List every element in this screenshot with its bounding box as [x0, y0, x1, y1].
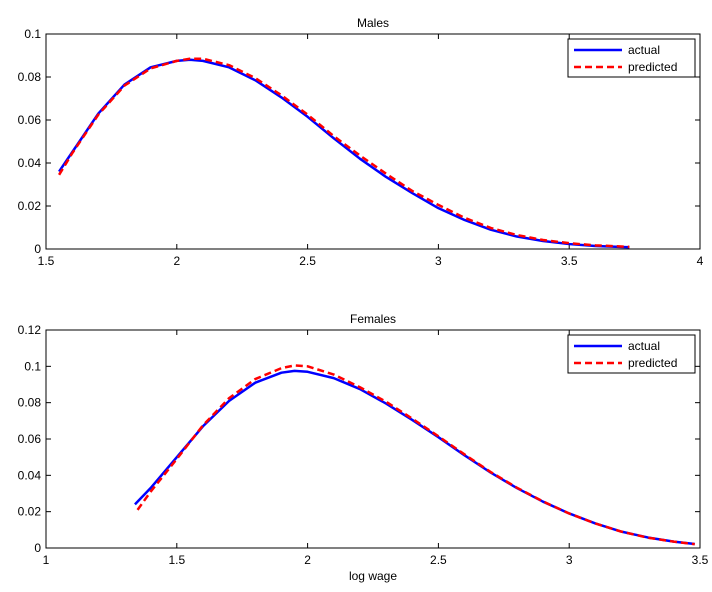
y-tick-label: 0.02	[18, 199, 42, 213]
x-tick-label: 2.5	[299, 254, 316, 268]
y-tick-label: 0.04	[18, 468, 42, 482]
y-tick-label: 0.06	[18, 432, 42, 446]
y-tick-label: 0.04	[18, 156, 42, 170]
y-tick-label: 0.02	[18, 505, 42, 519]
x-tick-label: 2	[173, 254, 180, 268]
x-tick-label: 3.5	[692, 553, 709, 567]
legend	[567, 38, 696, 78]
males-subplot: 1.5 2 2.5 3 3.5 4 0 0.02 0.04 0.06 0.08 0.1 Males act…	[18, 16, 704, 268]
series-line-predicted	[136, 364, 695, 546]
legend-label-predicted: predicted	[628, 356, 677, 370]
x-tick-label: 4	[697, 254, 704, 268]
y-tick-label: 0.1	[24, 359, 41, 373]
y-tick-label: 0.06	[18, 113, 42, 127]
legend-label-actual: actual	[628, 339, 660, 353]
x-tick-label: 3	[435, 254, 442, 268]
legend-label-actual: actual	[628, 43, 660, 57]
x-tick-label: 1.5	[38, 254, 55, 268]
y-tick-label: 0.12	[18, 323, 42, 337]
x-tick-label: 2	[304, 553, 311, 567]
y-tick-label: 0	[34, 541, 41, 555]
legend	[567, 334, 696, 374]
chart-title: Females	[350, 312, 396, 326]
females-subplot: 1 1.5 2 2.5 3 3.5 0 0.02 0.04 0.06 0.08 0.1 0.12 Fema…	[18, 312, 709, 583]
x-tick-label: 1.5	[168, 553, 185, 567]
x-tick-label: 3	[566, 553, 573, 567]
x-tick-label: 2.5	[430, 553, 447, 567]
y-tick-label: 0.1	[24, 27, 41, 41]
x-tick-label: 1	[43, 553, 50, 567]
chart-title: Males	[357, 16, 389, 30]
y-tick-label: 0.08	[18, 70, 42, 84]
series-line-predicted	[58, 57, 630, 249]
legend-label-predicted: predicted	[628, 60, 677, 74]
x-tick-label: 3.5	[561, 254, 578, 268]
x-axis-label: log wage	[349, 569, 397, 583]
y-tick-label: 0	[34, 242, 41, 256]
y-tick-label: 0.08	[18, 396, 42, 410]
